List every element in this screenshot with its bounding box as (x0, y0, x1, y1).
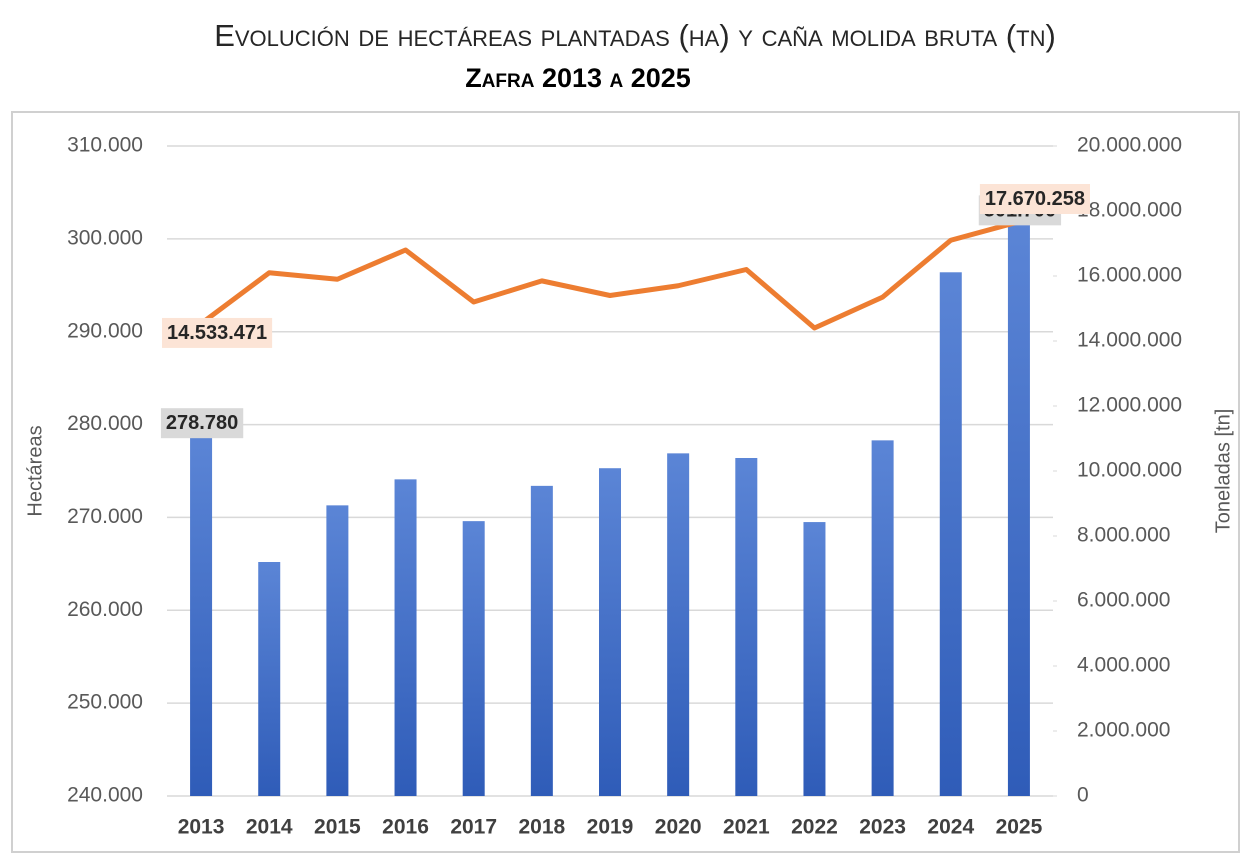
value-label-bg (162, 317, 273, 348)
x-tick-label: 2025 (996, 816, 1043, 839)
x-tick-label: 2020 (655, 816, 702, 839)
line (199, 219, 1020, 331)
x-tick-label: 2017 (450, 816, 497, 839)
data-label: 278.780 (166, 412, 238, 434)
bar (667, 453, 690, 796)
y2-tick-label: 14.000.000 (1077, 329, 1182, 352)
data-label: 17.670.258 (985, 188, 1085, 210)
y2-tick-label: 8.000.000 (1077, 524, 1170, 547)
y2-tick-label: 10.000.000 (1077, 459, 1182, 482)
y2-tick-label: 16.000.000 (1077, 264, 1182, 287)
chart-border (11, 111, 1240, 853)
bar (326, 505, 349, 796)
x-tick-label: 2013 (178, 816, 225, 839)
bar (1007, 223, 1030, 797)
x-tick-label: 2018 (518, 816, 565, 839)
x-tick-label: 2022 (791, 816, 838, 839)
y2-tick-label: 2.000.000 (1077, 719, 1170, 742)
y2-tick-label: 6.000.000 (1077, 589, 1170, 612)
bar (394, 479, 417, 796)
bar (871, 440, 894, 796)
y2-axis-title: Toneladas [tn] (1212, 409, 1234, 534)
y-tick-label: 310.000 (67, 134, 143, 157)
bar (530, 485, 553, 796)
bar (599, 468, 621, 796)
x-tick-label: 2019 (587, 816, 634, 839)
chart-subtitle: Zafra 2013 a 2025 (465, 63, 691, 93)
y-tick-label: 290.000 (67, 319, 143, 342)
value-label-bg (979, 183, 1090, 214)
bar (735, 458, 758, 796)
y2-tick-label: 20.000.000 (1077, 134, 1182, 157)
y-tick-label: 250.000 (67, 691, 143, 714)
bar (190, 435, 213, 796)
data-label: 14.533.471 (167, 322, 267, 344)
y2-tick-label: 12.000.000 (1077, 394, 1182, 417)
chart-title: Evolución de hectáreas plantadas (ha) y … (214, 18, 1056, 53)
value-label-bg (160, 408, 244, 439)
y-tick-label: 300.000 (67, 226, 143, 249)
x-tick-label: 2024 (927, 816, 974, 839)
y-axis-title: Hectáreas (24, 425, 46, 516)
x-tick-label: 2014 (246, 816, 293, 839)
y-tick-label: 280.000 (67, 412, 143, 435)
x-tick-label: 2023 (859, 816, 906, 839)
bar (803, 522, 826, 796)
y2-tick-label: 0 (1077, 784, 1089, 807)
y2-tick-label: 18.000.000 (1077, 199, 1182, 222)
y-tick-label: 270.000 (67, 505, 143, 528)
bar (939, 272, 962, 796)
y2-tick-label: 4.000.000 (1077, 654, 1170, 677)
x-tick-label: 2021 (723, 816, 770, 839)
y-tick-label: 240.000 (67, 784, 143, 807)
x-tick-label: 2015 (314, 816, 361, 839)
bar (462, 521, 485, 796)
bar (258, 562, 281, 796)
x-tick-label: 2016 (382, 816, 429, 839)
y-tick-label: 260.000 (67, 598, 143, 621)
